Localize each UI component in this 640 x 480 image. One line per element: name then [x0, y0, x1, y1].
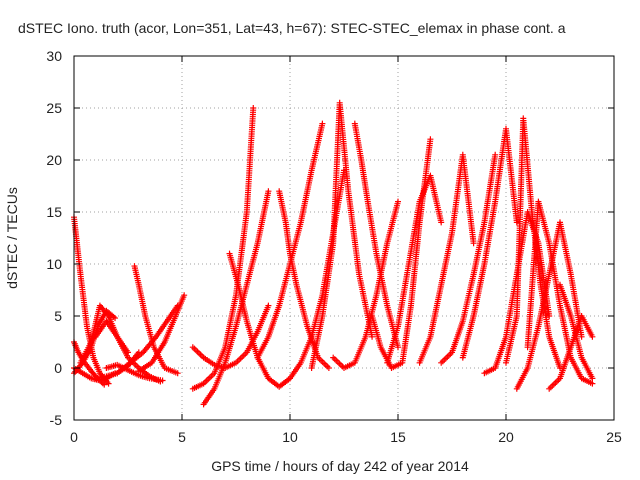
x-tick-label: 25 [606, 429, 622, 445]
axis-ticks: 0 5 10 15 20 25 -5 0 5 10 15 20 25 30 [46, 48, 622, 445]
y-tick-label: 20 [46, 152, 62, 168]
chart-title: dSTEC Iono. truth (acor, Lon=351, Lat=43… [18, 20, 566, 36]
data-series [384, 172, 445, 366]
data-point [492, 151, 499, 158]
y-tick-label: 15 [46, 204, 62, 220]
data-point [250, 105, 257, 111]
x-tick-label: 5 [178, 429, 186, 445]
data-point [112, 315, 119, 322]
data-point [265, 302, 272, 309]
data-series [131, 263, 181, 377]
data-point [470, 240, 477, 247]
data-point [395, 344, 401, 351]
data-series [226, 250, 293, 390]
data-series [189, 302, 272, 371]
y-tick-label: 25 [46, 100, 62, 116]
y-tick-label: 30 [46, 48, 62, 64]
data-point [578, 333, 585, 340]
y-tick-label: -5 [50, 412, 63, 428]
x-tick-label: 10 [282, 429, 298, 445]
data-series [114, 302, 181, 377]
y-tick-label: 5 [54, 308, 62, 324]
x-tick-label: 20 [498, 429, 514, 445]
data-series [524, 198, 596, 387]
data-series [546, 313, 596, 392]
data-point [427, 136, 434, 143]
x-tick-label: 0 [70, 429, 78, 445]
data-series [276, 188, 332, 371]
data-series [438, 151, 499, 366]
grid [74, 56, 614, 420]
data-series [351, 120, 401, 351]
data-point [589, 333, 596, 340]
data-point [159, 377, 166, 384]
data-series [189, 105, 257, 392]
data-points [71, 99, 596, 408]
data-point [174, 370, 181, 377]
data-point [265, 188, 272, 195]
data-series [416, 151, 477, 366]
data-series [135, 292, 188, 375]
data-point [181, 292, 188, 299]
data-point [546, 313, 553, 319]
y-tick-label: 0 [54, 360, 62, 376]
data-point [105, 380, 112, 387]
data-series [557, 281, 596, 382]
data-point [513, 219, 520, 226]
data-point [319, 120, 326, 127]
data-point [395, 198, 401, 205]
data-point [589, 380, 596, 387]
data-series [503, 115, 563, 371]
plot-frame [73, 55, 615, 421]
data-point [325, 365, 332, 371]
x-tick-label: 15 [390, 429, 406, 445]
x-axis-label: GPS time / hours of day 242 of year 2014 [211, 458, 469, 474]
data-point [369, 333, 376, 340]
y-axis-label: dSTEC / TECUs [4, 187, 20, 289]
data-point [101, 381, 108, 388]
data-series [459, 125, 520, 361]
data-point [589, 375, 596, 382]
y-tick-label: 10 [46, 256, 62, 272]
data-series [308, 99, 376, 371]
data-point [438, 219, 445, 226]
